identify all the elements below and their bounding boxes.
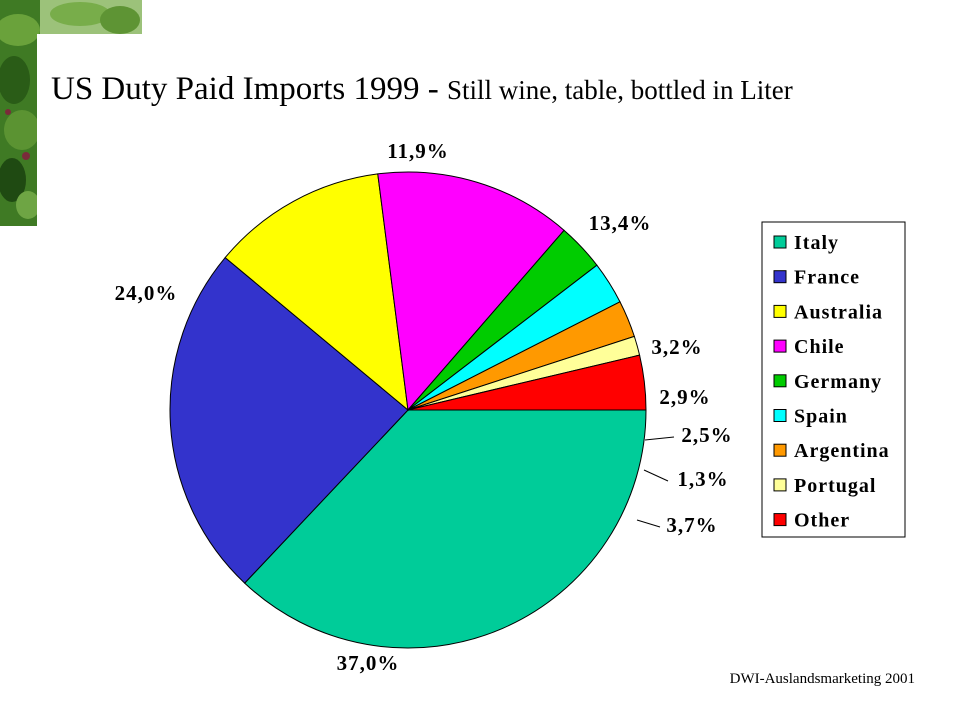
legend-label-argentina: Argentina xyxy=(794,440,890,462)
legend-swatch-chile xyxy=(773,339,787,353)
pie-slice-australia xyxy=(224,173,409,412)
vine-leaves-photo xyxy=(0,0,142,226)
data-label-portugal: 1,3% xyxy=(677,467,728,491)
pie-slice-other xyxy=(407,354,647,411)
data-label-argentina: 2,5% xyxy=(681,423,732,447)
data-label-italy: 37,0% xyxy=(337,651,400,675)
legend-label-chile: Chile xyxy=(794,336,845,358)
data-label-chile: 13,4% xyxy=(589,211,652,235)
legend-swatch-spain xyxy=(773,409,787,422)
legend-swatch-germany xyxy=(773,374,787,388)
chart-legend: Italy France Australia Chile Germany Spain Arg… xyxy=(761,221,906,538)
pie-slice-france xyxy=(169,256,409,584)
data-label-spain: 2,9% xyxy=(659,385,710,409)
data-label-france: 24,0% xyxy=(115,281,178,305)
legend-label-spain: Spain xyxy=(794,406,848,428)
data-label-germany: 3,2% xyxy=(651,335,702,359)
title-main: US Duty Paid Imports 1999 - xyxy=(51,71,447,107)
footer-text: DWI-Auslandsmarketing 2001 xyxy=(729,671,915,687)
legend-label-germany: Germany xyxy=(794,371,882,393)
legend-swatch-portugal xyxy=(773,478,787,492)
legend-swatch-argentina xyxy=(773,443,787,457)
data-label-australia: 11,9% xyxy=(387,139,449,163)
legend-swatch-france xyxy=(773,270,787,284)
title-sub: Still wine, table, bottled in Liter xyxy=(447,75,793,105)
slide-title: US Duty Paid Imports 1999 - Still wine, … xyxy=(51,70,951,108)
legend-label-australia: Australia xyxy=(794,301,883,323)
legend-label-france: France xyxy=(794,267,860,289)
leader-line-other xyxy=(636,519,661,528)
pie-slice-chile xyxy=(377,171,565,412)
legend-swatch-italy xyxy=(773,235,787,249)
legend-swatch-australia xyxy=(773,304,787,318)
legend-label-portugal: Portugal xyxy=(794,475,876,497)
data-label-other: 3,7% xyxy=(666,513,717,537)
pie-slice-italy xyxy=(243,409,647,649)
leader-line-portugal xyxy=(643,469,669,482)
leader-line-argentina xyxy=(644,436,675,441)
legend-label-italy: Italy xyxy=(794,232,839,254)
legend-label-other: Other xyxy=(794,510,850,532)
legend-swatch-other xyxy=(773,513,787,527)
